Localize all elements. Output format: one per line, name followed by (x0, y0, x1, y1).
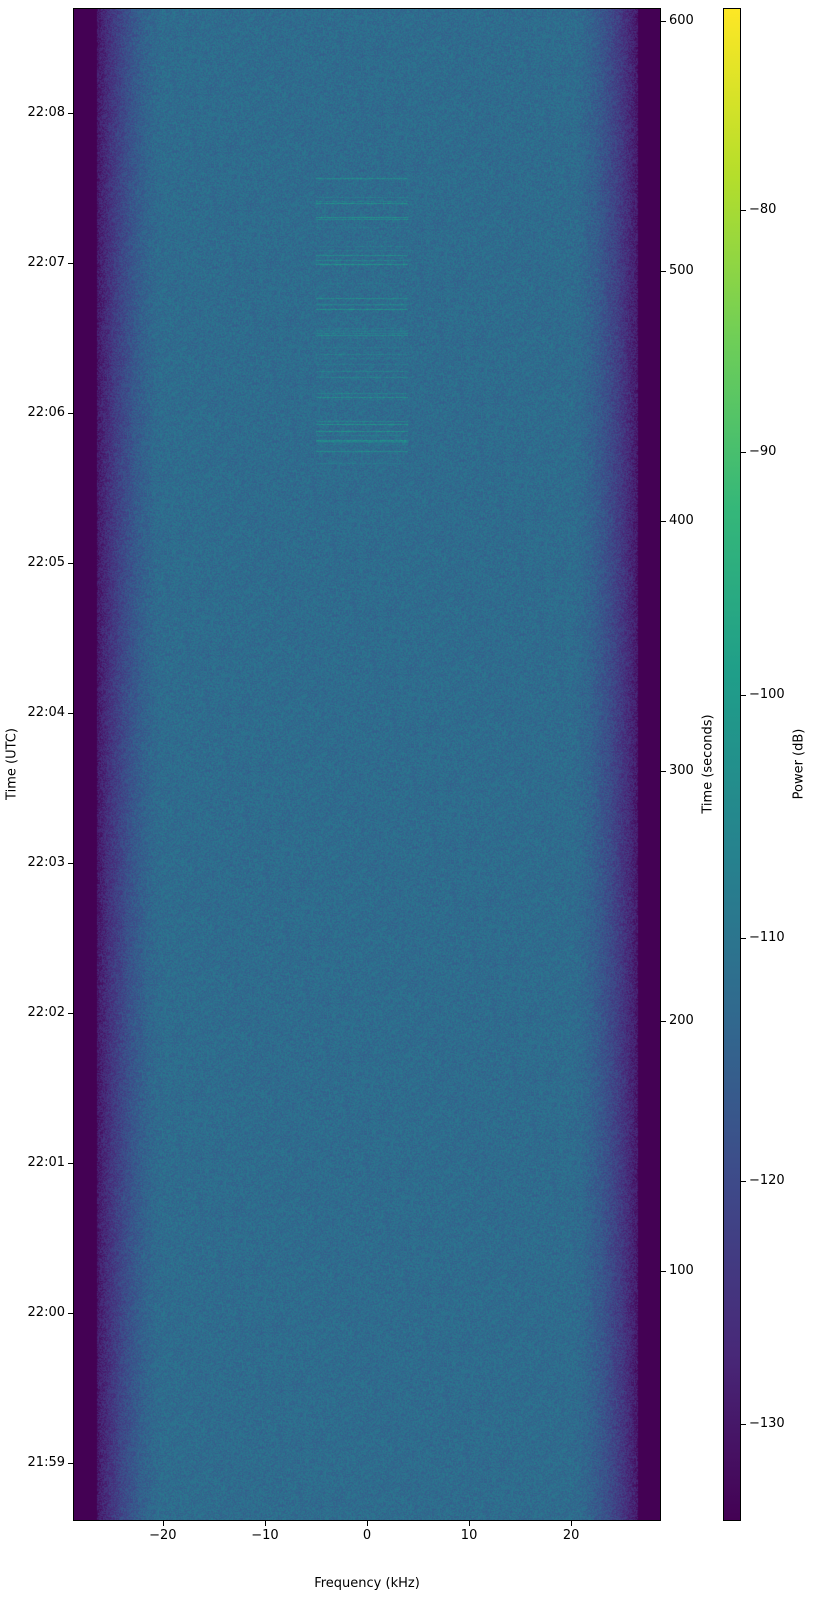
y-right-tick (661, 770, 666, 772)
colorbar-tick (741, 209, 746, 211)
colorbar-tick (741, 452, 746, 454)
y-left-tick (68, 863, 73, 865)
y-left-tick-label: 22:08 (27, 105, 65, 121)
x-tick-label: −10 (251, 1528, 279, 1543)
x-tick-label: 0 (362, 1528, 372, 1543)
y-right-tick-label: 600 (669, 12, 694, 28)
y-right-tick (661, 1020, 666, 1022)
x-tick (264, 1521, 266, 1526)
x-tick (367, 1521, 368, 1526)
colorbar-tick (741, 1181, 746, 1182)
x-axis-label: Frequency (kHz) (314, 1576, 420, 1591)
y-right-tick-label: 200 (669, 1012, 694, 1028)
y-right-tick-label: 500 (669, 262, 694, 278)
y-right-tick (661, 20, 666, 22)
plot-frame (73, 8, 661, 1521)
y-left-tick-label: 22:06 (27, 405, 65, 421)
y-right-tick-label: 300 (669, 762, 694, 778)
y-left-tick (68, 413, 73, 415)
spectrogram-image (73, 8, 661, 1521)
y-right-tick-label: 400 (669, 512, 694, 528)
y-left-tick (68, 1463, 73, 1465)
y-left-tick-label: 22:05 (27, 555, 65, 571)
y-left-tick (68, 1313, 73, 1315)
x-tick-label: −20 (149, 1528, 177, 1543)
y-left-tick-label: 22:02 (27, 1005, 65, 1021)
colorbar-tick-label: −100 (749, 687, 785, 703)
y-left-tick (68, 263, 73, 265)
x-tick (571, 1521, 573, 1526)
y-left-tick-label: 22:07 (27, 255, 65, 271)
colorbar-tick (741, 1423, 746, 1425)
y-left-tick (68, 1013, 73, 1015)
y-left-tick (68, 713, 73, 715)
y-left-tick-label: 21:59 (27, 1455, 65, 1471)
y-left-tick (68, 113, 73, 115)
colorbar-tick-label: −110 (749, 930, 785, 946)
colorbar-tick-label: −130 (749, 1415, 785, 1431)
x-tick (469, 1521, 471, 1526)
y-axis-right-label: Time (seconds) (700, 714, 716, 814)
y-right-tick (661, 520, 666, 522)
colorbar-tick (741, 695, 746, 697)
y-left-tick-label: 22:00 (27, 1305, 65, 1321)
y-right-tick (661, 1270, 666, 1272)
colorbar-tick-label: −90 (749, 444, 777, 460)
x-tick-label: 20 (562, 1528, 580, 1543)
y-left-tick-label: 22:03 (27, 855, 65, 871)
y-right-tick (661, 270, 666, 272)
y-left-tick-label: 22:01 (27, 1155, 65, 1171)
colorbar-label: Power (dB) (791, 728, 807, 800)
colorbar-tick (741, 938, 746, 940)
colorbar-tick-label: −120 (749, 1173, 785, 1188)
x-tick (162, 1521, 164, 1526)
y-left-tick (68, 1163, 73, 1165)
x-tick-label: 10 (460, 1528, 478, 1543)
y-left-tick-label: 22:04 (27, 705, 65, 721)
y-axis-left-label: Time (UTC) (4, 728, 20, 800)
colorbar-tick-label: −80 (749, 201, 777, 217)
y-right-tick-label: 100 (669, 1262, 694, 1278)
y-left-tick (68, 563, 73, 565)
colorbar (723, 8, 741, 1521)
